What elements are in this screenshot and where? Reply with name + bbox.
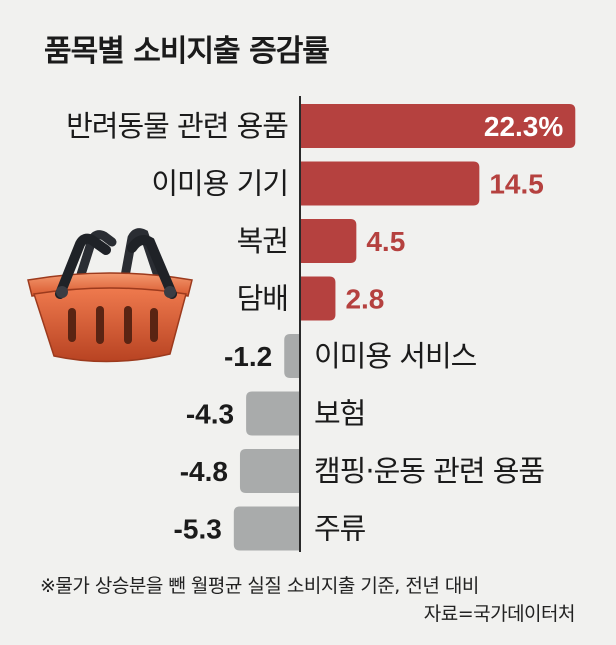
value-label: 4.5 [366,226,405,257]
value-label: -5.3 [174,514,222,545]
bar-chart: 반려동물 관련 용품 22.3% 이미용 기기 14.5 복권 4.5 담배 2.8 이미용 서… [66,96,576,552]
chart-title: 품목별 소비지출 증감률 [44,34,330,69]
bar-0 [301,104,576,148]
bar-4 [284,334,299,378]
bar-5 [246,391,299,436]
value-label: 22.3% [484,111,563,142]
bar-6 [239,449,299,493]
footnote: ※물가 상승분을 뺀 월평균 실질 소비지출 기준, 전년 대비 [40,575,479,597]
source-label: 자료=국가데이터처 [423,603,576,625]
value-label: -1.2 [224,341,272,372]
category-label: 주류 [314,512,366,546]
category-label: 이미용 기기 [151,167,288,201]
shopping-basket-icon [27,228,193,363]
bar-2 [301,219,357,263]
category-label: 이미용 서비스 [314,339,477,373]
value-label: -4.3 [186,399,234,430]
category-label: 캠핑·운동 관련 용품 [314,454,544,488]
category-label: 보험 [314,397,365,431]
category-label: 복권 [237,224,288,258]
value-label: -4.8 [180,456,228,487]
bar-3 [301,276,336,321]
footer: ※물가 상승분을 뺀 월평균 실질 소비지출 기준, 전년 대비 자료=국가데이… [40,572,576,628]
category-label: 반려동물 관련 용품 [66,109,288,143]
value-label: 2.8 [345,284,384,315]
bar-1 [301,161,480,206]
category-label: 담배 [237,282,288,316]
bar-7 [233,506,299,551]
value-label: 14.5 [489,169,543,200]
